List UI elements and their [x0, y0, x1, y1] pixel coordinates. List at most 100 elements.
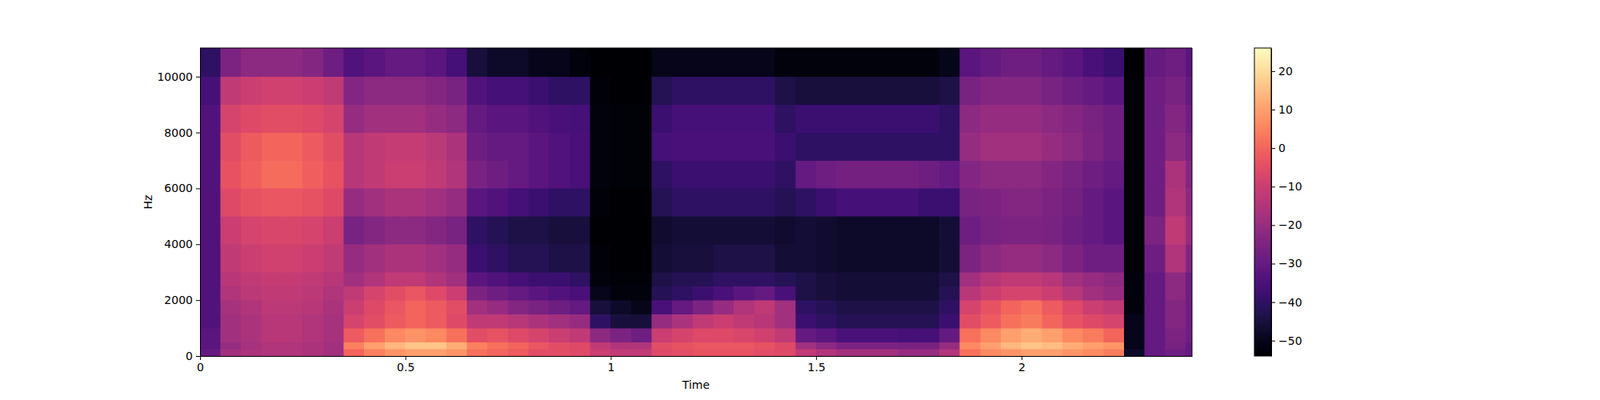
- cell: [364, 342, 385, 350]
- cell: [590, 132, 612, 161]
- cell: [610, 300, 632, 314]
- cell: [220, 76, 242, 105]
- cell: [733, 188, 755, 216]
- cell: [302, 244, 324, 272]
- cell: [1144, 160, 1166, 189]
- cell: [836, 244, 858, 272]
- cell: [548, 160, 570, 189]
- cell: [282, 348, 304, 356]
- cell: [1062, 160, 1084, 189]
- cell: [344, 188, 365, 216]
- cell: [282, 132, 304, 161]
- cell: [1124, 328, 1145, 342]
- cell: [1185, 272, 1192, 286]
- cell: [898, 314, 920, 328]
- cell: [1124, 300, 1145, 314]
- cell: [548, 300, 570, 314]
- cell: [446, 132, 468, 161]
- cell: [1042, 328, 1064, 342]
- cell: [220, 314, 242, 328]
- tick-mark: [405, 356, 407, 360]
- tick-mark: [196, 132, 200, 134]
- cell: [548, 314, 570, 328]
- cell: [1144, 188, 1166, 216]
- cell: [302, 76, 324, 105]
- tick: 0: [1271, 141, 1286, 155]
- cell: [733, 160, 755, 189]
- cell: [1021, 132, 1043, 161]
- cell: [733, 300, 755, 314]
- cell: [364, 300, 385, 314]
- cell: [939, 300, 960, 314]
- cell: [713, 314, 735, 328]
- cell: [672, 188, 693, 216]
- tick: −10: [1271, 180, 1303, 193]
- cell: [487, 216, 508, 244]
- cell: [425, 328, 447, 342]
- cell: [220, 160, 242, 189]
- cell: [877, 48, 899, 77]
- cell: [282, 272, 304, 286]
- cell: [1062, 328, 1084, 342]
- cell: [796, 272, 817, 286]
- cell: [1165, 328, 1187, 342]
- cell: [569, 348, 591, 356]
- cell: [590, 348, 612, 356]
- x-axis: 00.511.52: [196, 356, 1192, 374]
- cell: [857, 348, 879, 356]
- tick-mark: [1271, 148, 1276, 149]
- cell: [425, 48, 447, 77]
- cell: [200, 272, 221, 286]
- cell: [590, 160, 612, 189]
- cell: [980, 48, 1002, 77]
- cell: [754, 76, 776, 105]
- cell: [857, 244, 879, 272]
- cell: [713, 342, 735, 350]
- cell: [672, 48, 693, 77]
- cell: [980, 188, 1002, 216]
- cell: [1083, 300, 1104, 314]
- cell: [919, 188, 940, 216]
- cell: [446, 348, 468, 356]
- cell: [610, 348, 632, 356]
- cell: [1083, 286, 1104, 300]
- cell: [836, 76, 858, 105]
- cell: [405, 48, 427, 77]
- cell: [713, 104, 735, 133]
- cell: [1062, 348, 1084, 356]
- cell: [1165, 188, 1187, 216]
- tick-mark: [1271, 186, 1276, 188]
- cell: [652, 104, 673, 133]
- cell: [220, 132, 242, 161]
- cell: [1144, 244, 1166, 272]
- cell: [754, 160, 776, 189]
- cell: [775, 132, 796, 161]
- cell: [220, 328, 242, 342]
- cell: [1062, 216, 1084, 244]
- cell: [754, 132, 776, 161]
- cell: [528, 188, 550, 216]
- cell: [631, 286, 652, 300]
- cell: [261, 104, 283, 133]
- cell: [528, 300, 550, 314]
- cell: [405, 272, 427, 286]
- cell: [487, 286, 508, 300]
- cell: [692, 188, 714, 216]
- cell: [487, 272, 508, 286]
- cell: [775, 300, 796, 314]
- cell: [1124, 348, 1145, 356]
- cell: [384, 348, 406, 356]
- cell: [384, 132, 406, 161]
- cell: [200, 160, 221, 189]
- cell: [240, 188, 262, 216]
- cell: [1185, 188, 1192, 216]
- cell: [960, 300, 981, 314]
- cell: [200, 286, 221, 300]
- tick: −30: [1271, 256, 1303, 270]
- cell: [425, 342, 447, 350]
- cell: [775, 104, 796, 133]
- cell: [1021, 104, 1043, 133]
- cell: [323, 328, 344, 342]
- cell: [1062, 132, 1084, 161]
- cell: [713, 48, 735, 77]
